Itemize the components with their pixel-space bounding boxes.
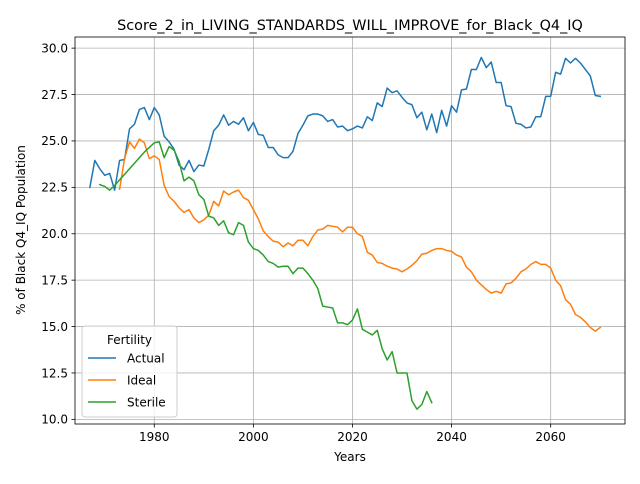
x-tick-label: 2040 [436, 430, 467, 444]
legend-entries: Actual Ideal Sterile [88, 351, 166, 409]
y-tick-label: 30.0 [41, 41, 68, 55]
y-tick-label: 20.0 [41, 227, 68, 241]
y-tick-label: 17.5 [41, 273, 68, 287]
series-layer [88, 56, 602, 410]
series-line-actual [88, 56, 602, 191]
x-axis-label: Years [333, 450, 366, 464]
y-axis: 10.0 12.5 15.0 17.5 20.0 22.5 25.0 27.5 30.0 [41, 41, 75, 427]
legend-label-actual: Actual [127, 351, 165, 365]
grid [75, 37, 625, 424]
series-line-sterile [98, 141, 433, 410]
plot-frame [74, 36, 626, 425]
legend: Fertility Actual Ideal Sterile [81, 325, 178, 418]
y-tick-label: 12.5 [41, 366, 68, 380]
legend-title: Fertility [107, 333, 152, 347]
y-tick-label: 25.0 [41, 134, 68, 148]
y-tick-label: 22.5 [41, 181, 68, 195]
y-tick-label: 27.5 [41, 88, 68, 102]
x-tick-label: 1980 [139, 430, 170, 444]
legend-label-ideal: Ideal [127, 373, 156, 387]
x-tick-label: 2060 [535, 430, 566, 444]
legend-box [81, 325, 178, 418]
y-axis-label: % of Black Q4_IQ Population [14, 145, 28, 315]
chart-title: Score_2_in_LIVING_STANDARDS_WILL_IMPROVE… [117, 18, 583, 34]
legend-label-sterile: Sterile [127, 395, 166, 409]
x-tick-label: 2020 [337, 430, 368, 444]
x-axis: 1980 2000 2020 2040 2060 [139, 424, 566, 444]
y-tick-label: 15.0 [41, 320, 68, 334]
series-line-ideal [118, 138, 602, 332]
y-tick-label: 10.0 [41, 413, 68, 427]
x-tick-label: 2000 [238, 430, 269, 444]
